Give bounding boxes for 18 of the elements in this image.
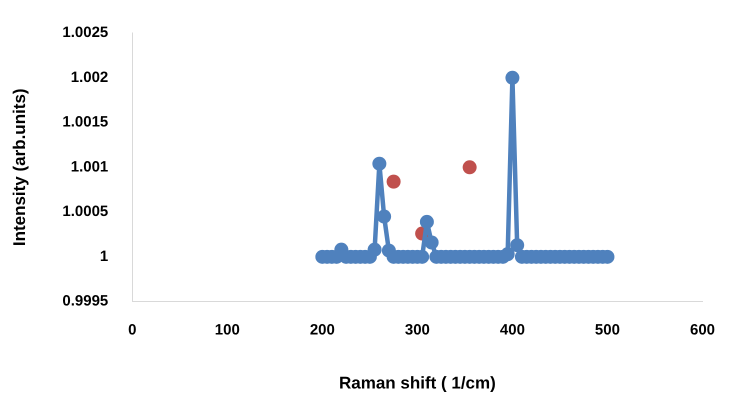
y-axis-title: Intensity (arb.units): [10, 88, 29, 246]
x-tick-label: 600: [690, 322, 715, 339]
y-tick-label: 0.9995: [62, 292, 108, 310]
y-tick-label: 1: [100, 248, 108, 265]
x-tick-label: 200: [310, 322, 335, 339]
x-tick-label: 300: [404, 322, 430, 339]
x-axis-title: Raman shift ( 1/cm): [338, 373, 496, 392]
x-tick-label: 400: [500, 322, 525, 339]
point: [462, 160, 477, 174]
y-tick-label: 1.0015: [62, 114, 108, 131]
y-tick-label: 1.002: [70, 68, 108, 86]
x-tick-label: 500: [594, 322, 620, 339]
y-tick-label: 1.0025: [62, 24, 108, 42]
x-tick-label: 0: [128, 322, 136, 339]
y-tick-label: 1.0005: [62, 203, 108, 220]
point: [386, 174, 401, 189]
x-tick-label: 100: [214, 322, 240, 339]
y-tick-label: 1.001: [70, 158, 108, 176]
